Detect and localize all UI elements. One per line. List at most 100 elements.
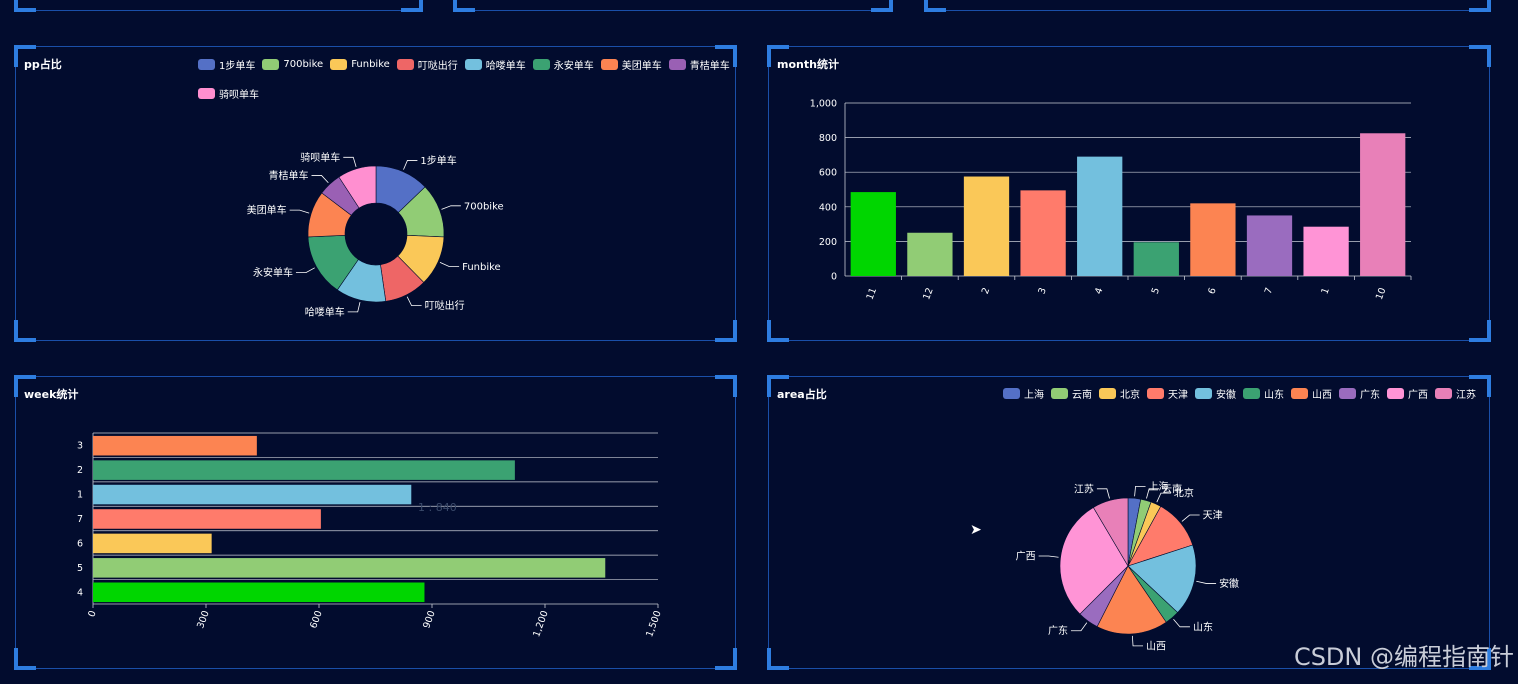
- week-bar[interactable]: [93, 582, 425, 603]
- pp-pie-slice[interactable]: [338, 165, 377, 209]
- area-label-line: [1173, 618, 1190, 628]
- area-legend-item[interactable]: 山东: [1243, 386, 1284, 401]
- pp-legend-item[interactable]: 骑呗单车: [198, 86, 259, 101]
- week-xtick-label: 600: [308, 609, 325, 630]
- pp-slice-label: 青桔单车: [269, 169, 309, 182]
- legend-label: 永安单车: [553, 61, 594, 72]
- month-ytick-label: 800: [819, 133, 837, 144]
- week-bar[interactable]: [93, 533, 212, 554]
- legend-label: 美团单车: [621, 61, 662, 72]
- month-bar[interactable]: [1360, 133, 1406, 276]
- week-xtick-label: 900: [421, 609, 438, 630]
- area-legend-item[interactable]: 安徽: [1195, 386, 1236, 401]
- legend-label: 哈喽单车: [485, 61, 526, 72]
- corner: [1469, 648, 1491, 670]
- area-pie-slice[interactable]: [1096, 565, 1167, 635]
- pp-label-line: [406, 296, 422, 307]
- area-legend-item[interactable]: 广西: [1387, 386, 1428, 401]
- legend-swatch: [396, 59, 414, 70]
- month-bar[interactable]: [1190, 203, 1236, 276]
- area-label-line: [1134, 485, 1146, 497]
- legend-swatch: [262, 59, 280, 70]
- corner: [14, 375, 36, 397]
- area-panel-title: area占比: [777, 388, 827, 401]
- week-bar[interactable]: [93, 460, 515, 480]
- week-bar-chart: 4 5 6 7 1 2 3 0 300 600 900 1,200 1,500: [77, 432, 664, 639]
- legend-label: 700bike: [283, 59, 324, 70]
- legend-label: 1步单车: [219, 61, 256, 72]
- week-bar[interactable]: [93, 435, 257, 456]
- month-bar[interactable]: [1133, 242, 1179, 276]
- legend-swatch: [1387, 388, 1404, 399]
- pp-legend-item[interactable]: 青桔单车: [668, 57, 730, 72]
- area-legend-item[interactable]: 广东: [1339, 386, 1380, 401]
- area-legend-item[interactable]: 云南: [1051, 386, 1092, 401]
- area-pie-slice[interactable]: [1127, 544, 1197, 613]
- area-legend-item[interactable]: 上海: [1003, 386, 1044, 401]
- legend-swatch: [1435, 388, 1452, 399]
- pp-legend-item[interactable]: 美团单车: [600, 57, 662, 72]
- week-xtick-label: 1,500: [644, 609, 664, 638]
- area-pie-slice[interactable]: [1092, 497, 1129, 568]
- pp-legend-item[interactable]: 1步单车: [198, 57, 255, 72]
- pp-legend-item[interactable]: 哈喽单车: [464, 57, 526, 72]
- corner: [715, 648, 737, 670]
- corner: [1469, 320, 1491, 342]
- area-legend-item[interactable]: 江苏: [1435, 386, 1476, 401]
- month-xtick-label: 11: [865, 286, 879, 301]
- area-label-line: [1038, 555, 1059, 558]
- month-ytick-label: 0: [831, 272, 837, 283]
- week-panel: week统计 4 5 6 7 1 2 3 0 300 600 900 1,200 1,500 1 : 8…: [14, 375, 737, 670]
- month-ytick-label: 200: [819, 237, 837, 248]
- month-bar[interactable]: [850, 192, 896, 276]
- pp-legend-item[interactable]: Funbike: [330, 57, 390, 72]
- pp-label-line: [343, 156, 357, 168]
- pp-panel: pp占比 1步单车 700bike Funbike 叮哒出行 哈喽单车 永安单车 美团单车青…: [14, 45, 737, 342]
- legend-swatch: [1051, 388, 1068, 399]
- month-xtick-label: 7: [1263, 286, 1275, 295]
- month-bar[interactable]: [1077, 156, 1123, 276]
- legend-swatch: [198, 88, 215, 99]
- pp-legend-item[interactable]: 叮哒出行: [396, 57, 458, 72]
- area-pie-slice[interactable]: [1059, 507, 1129, 615]
- area-legend-item[interactable]: 北京: [1099, 386, 1140, 401]
- month-bar[interactable]: [1303, 226, 1349, 276]
- corner: [871, 0, 893, 12]
- week-ytick-label: 3: [77, 441, 83, 452]
- legend-label: 叮哒出行: [417, 61, 458, 72]
- top-panel-middle: [453, 0, 893, 12]
- watermark: CSDN @编程指南针: [1293, 643, 1514, 671]
- pp-slice-label: Funbike: [462, 262, 501, 273]
- legend-label: 上海: [1024, 390, 1044, 401]
- pp-label-line: [347, 302, 361, 313]
- corner: [14, 648, 36, 670]
- corner: [767, 320, 789, 342]
- pp-legend-item[interactable]: 永安单车: [532, 57, 594, 72]
- month-bar[interactable]: [1246, 215, 1293, 276]
- legend-swatch: [1243, 388, 1260, 399]
- week-bar[interactable]: [93, 484, 412, 505]
- pp-slice-label: 哈喽单车: [305, 305, 345, 318]
- month-panel-title: month统计: [777, 58, 839, 71]
- month-bar[interactable]: [907, 232, 953, 276]
- week-bar[interactable]: [93, 509, 321, 529]
- legend-swatch: [330, 59, 348, 70]
- area-legend-item[interactable]: 山西: [1291, 386, 1332, 401]
- area-slice-label: 广西: [1016, 550, 1036, 562]
- area-legend-item[interactable]: 天津: [1147, 386, 1188, 401]
- pp-legend-item[interactable]: 700bike: [262, 57, 323, 72]
- legend-label: 云南: [1072, 390, 1092, 401]
- week-bar[interactable]: [93, 558, 606, 578]
- area-slice-label: 上海: [1149, 480, 1169, 493]
- week-panel-title: week统计: [24, 388, 79, 401]
- month-bar[interactable]: [963, 176, 1010, 276]
- area-slice-label: 北京: [1174, 487, 1194, 500]
- legend-swatch: [1291, 388, 1308, 399]
- corner: [715, 375, 737, 397]
- corner: [1469, 375, 1491, 397]
- legend-swatch: [532, 59, 550, 70]
- month-xtick-label: 4: [1093, 286, 1105, 295]
- month-bar[interactable]: [1020, 190, 1066, 276]
- area-slice-label: 广东: [1048, 624, 1068, 637]
